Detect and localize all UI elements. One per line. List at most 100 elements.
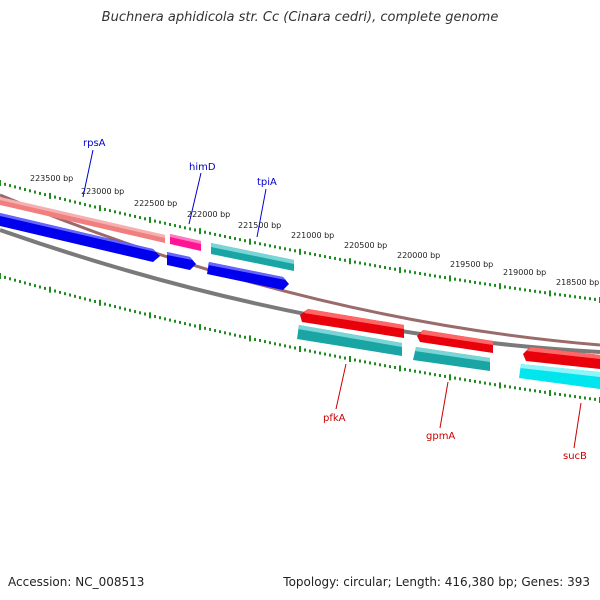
outer-minor-tick <box>364 262 366 266</box>
outer-minor-tick <box>164 221 166 225</box>
inner-minor-tick <box>284 344 286 348</box>
outer-minor-tick <box>229 236 231 239</box>
inner-minor-tick <box>34 284 36 288</box>
inner-minor-tick <box>339 355 341 359</box>
inner-minor-tick <box>159 316 161 320</box>
bp-label-223500: 223500 bp <box>30 174 73 183</box>
inner-minor-tick <box>524 387 526 391</box>
outer-minor-tick <box>259 242 261 246</box>
inner-minor-tick <box>69 293 71 297</box>
bp-label-219500: 219500 bp <box>450 260 493 269</box>
outer-minor-tick <box>104 207 106 211</box>
gene-blue-arrow-1[interactable] <box>0 213 160 262</box>
outer-minor-tick <box>484 282 486 286</box>
gene-blue-arrow-3[interactable] <box>207 262 289 290</box>
gene-rpsA-bar[interactable] <box>0 197 165 243</box>
inner-minor-tick <box>224 331 226 335</box>
outer-minor-tick <box>439 275 441 279</box>
leader-himD <box>188 172 202 225</box>
outer-minor-tick <box>169 223 171 226</box>
outer-minor-tick <box>479 281 481 285</box>
inner-minor-tick <box>14 278 16 282</box>
outer-minor-tick <box>204 230 206 234</box>
inner-minor-tick <box>54 289 56 293</box>
outer-minor-tick <box>419 272 421 275</box>
gene-pfkA-red-arrow[interactable] <box>300 309 404 338</box>
inner-minor-tick <box>169 318 171 322</box>
gene-label-rpsA[interactable]: rpsA <box>83 138 106 149</box>
outer-minor-tick <box>404 269 406 273</box>
inner-minor-tick <box>259 339 261 342</box>
inner-minor-tick <box>194 324 196 328</box>
gene-label-sucB[interactable]: sucB <box>563 451 587 462</box>
inner-minor-tick <box>454 376 456 380</box>
gene-himD-bar[interactable] <box>170 234 201 251</box>
outer-minor-tick <box>29 189 31 193</box>
outer-major-tick <box>199 228 201 235</box>
inner-minor-tick <box>124 307 126 311</box>
inner-major-tick <box>449 374 451 381</box>
outer-minor-tick <box>464 279 466 283</box>
gene-gpmA-red-arrow[interactable] <box>417 330 493 353</box>
gene-blue-arrow-2[interactable] <box>167 252 196 270</box>
inner-minor-tick <box>324 352 326 356</box>
inner-major-tick <box>249 335 251 342</box>
bp-label-221000: 221000 bp <box>291 231 334 240</box>
gene-gpmA-teal[interactable] <box>413 347 490 371</box>
inner-minor-tick <box>404 367 406 371</box>
outer-minor-tick <box>359 261 361 265</box>
outer-minor-tick <box>239 238 241 242</box>
inner-minor-tick <box>369 361 371 365</box>
outer-minor-tick <box>494 283 496 287</box>
inner-minor-tick <box>589 397 591 401</box>
outer-minor-tick <box>114 210 116 214</box>
gene-label-gpmA[interactable]: gpmA <box>426 431 455 442</box>
gene-label-pfkA[interactable]: pfkA <box>323 413 346 424</box>
inner-minor-tick <box>114 305 116 309</box>
outer-minor-tick <box>379 265 381 269</box>
outer-minor-tick <box>394 267 396 271</box>
leader-rpsA <box>82 149 94 198</box>
outer-minor-tick <box>579 295 581 299</box>
gene-label-tpiA[interactable]: tpiA <box>257 177 277 188</box>
inner-minor-tick <box>219 330 221 334</box>
outer-minor-tick <box>174 224 176 228</box>
inner-major-tick <box>549 390 551 396</box>
outer-minor-tick <box>154 219 156 223</box>
inner-minor-tick <box>564 393 566 397</box>
outer-major-tick <box>49 192 51 199</box>
gene-pfkA-teal[interactable] <box>297 325 402 356</box>
outer-minor-tick <box>134 215 136 218</box>
outer-minor-tick <box>509 286 511 290</box>
inner-minor-tick <box>239 334 241 338</box>
gene-label-himD[interactable]: himD <box>189 162 216 173</box>
inner-major-tick <box>299 346 301 352</box>
inner-minor-tick <box>554 392 556 396</box>
inner-minor-tick <box>354 358 356 362</box>
outer-minor-tick <box>24 188 26 191</box>
gene-sucB-red-arrow[interactable] <box>523 347 600 369</box>
inner-minor-tick <box>59 290 61 294</box>
backbone-upper <box>0 193 600 347</box>
inner-major-tick <box>349 356 351 362</box>
inner-minor-tick <box>4 275 6 279</box>
outer-minor-tick <box>264 243 266 247</box>
outer-minor-tick <box>369 263 371 267</box>
accession-text: Accession: NC_008513 <box>8 575 145 589</box>
inner-minor-tick <box>414 369 416 373</box>
gene-tpiA-bar[interactable] <box>211 243 294 271</box>
gene-sucB-cyan[interactable] <box>519 364 600 389</box>
inner-minor-tick <box>179 320 181 324</box>
inner-minor-tick <box>329 353 331 357</box>
inner-minor-tick <box>209 327 211 331</box>
inner-minor-tick <box>394 366 396 369</box>
inner-minor-tick <box>429 372 431 376</box>
inner-minor-tick <box>289 345 291 349</box>
outer-minor-tick <box>514 286 516 290</box>
inner-minor-tick <box>359 359 361 363</box>
inner-minor-tick <box>384 364 386 368</box>
inner-minor-tick <box>519 387 521 391</box>
inner-minor-tick <box>274 342 276 346</box>
inner-minor-tick <box>479 380 481 384</box>
inner-minor-tick <box>309 349 311 353</box>
